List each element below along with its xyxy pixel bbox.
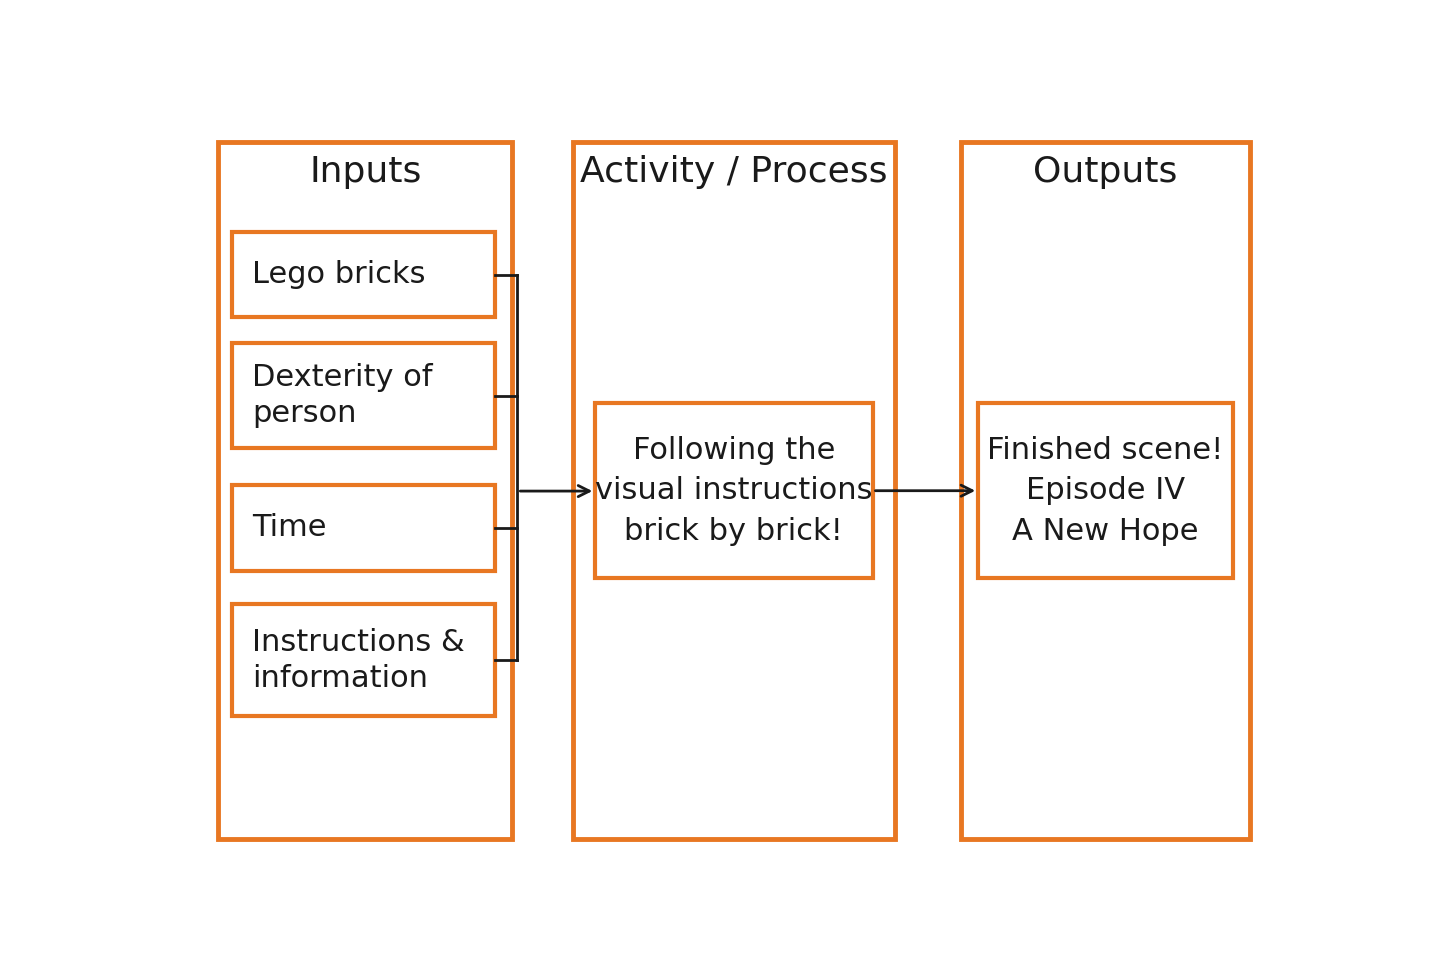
FancyBboxPatch shape	[573, 142, 895, 839]
Text: Outputs: Outputs	[1034, 155, 1179, 189]
Text: Instructions &
information: Instructions & information	[252, 628, 465, 693]
FancyBboxPatch shape	[596, 403, 872, 578]
Text: Time: Time	[252, 513, 326, 542]
FancyBboxPatch shape	[232, 604, 495, 716]
Text: Dexterity of
person: Dexterity of person	[252, 363, 432, 428]
Text: Lego bricks: Lego bricks	[252, 260, 425, 289]
FancyBboxPatch shape	[978, 403, 1233, 578]
Text: Following the
visual instructions
brick by brick!: Following the visual instructions brick …	[596, 436, 872, 546]
Text: Finished scene!
Episode IV
A New Hope: Finished scene! Episode IV A New Hope	[988, 436, 1224, 546]
Text: Activity / Process: Activity / Process	[580, 155, 888, 189]
FancyBboxPatch shape	[232, 485, 495, 571]
FancyBboxPatch shape	[218, 142, 513, 839]
Text: Inputs: Inputs	[309, 155, 421, 189]
FancyBboxPatch shape	[232, 231, 495, 318]
FancyBboxPatch shape	[232, 344, 495, 448]
FancyBboxPatch shape	[961, 142, 1250, 839]
